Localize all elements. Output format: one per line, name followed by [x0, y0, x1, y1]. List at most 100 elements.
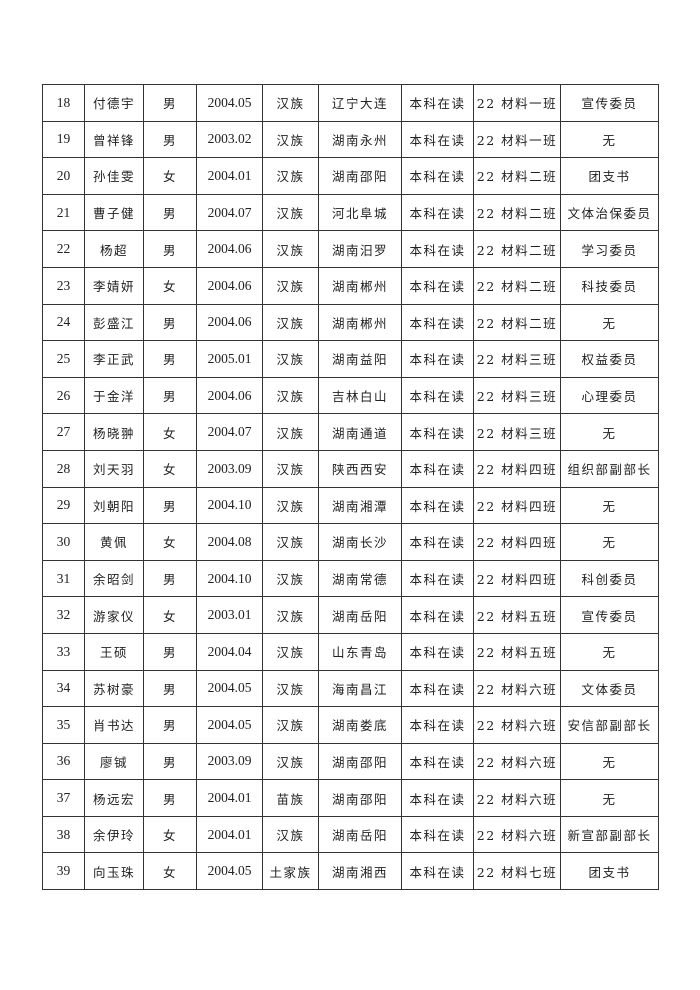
hometown-cell: 湖南益阳: [318, 340, 402, 378]
position-cell: 无: [560, 413, 659, 451]
class-name-cell: 22 材料二班: [473, 266, 561, 305]
birth-date-cell: 2004.05: [196, 84, 263, 122]
student-name-cell: 曾祥锋: [84, 120, 144, 159]
row-number-cell: 33: [42, 632, 85, 671]
hometown-cell: 山东青岛: [318, 632, 402, 671]
ethnicity-cell: 汉族: [262, 84, 319, 122]
ethnicity-cell: 汉族: [262, 559, 319, 598]
table-row: 19 曾祥锋男 2003.02 汉族 湖南永州 本科在读 22 材料一班无: [42, 120, 659, 159]
class-name-cell: 22 材料六班: [473, 779, 561, 817]
gender-cell: 女: [143, 449, 197, 488]
hometown-cell: 湖南岳阳: [318, 815, 402, 854]
table-row: 38 余伊玲女 2004.01 汉族 湖南岳阳 本科在读 22 材料六班 新宣部副部长: [42, 815, 659, 854]
student-name-cell: 黄佩: [84, 523, 144, 561]
education-status-cell: 本科在读: [401, 486, 474, 525]
education-status-cell: 本科在读: [401, 230, 474, 268]
birth-date-cell: 2003.02: [196, 120, 263, 159]
class-name-cell: 22 材料三班: [473, 340, 561, 378]
gender-cell: 男: [143, 84, 197, 122]
gender-cell: 男: [143, 340, 197, 378]
hometown-cell: 湖南永州: [318, 120, 402, 159]
class-name-cell: 22 材料五班: [473, 596, 561, 634]
table-row: 28 刘天羽女 2003.09 汉族 陕西西安 本科在读 22 材料四班 组织部副部长: [42, 449, 659, 488]
student-name-cell: 杨超: [84, 230, 144, 268]
hometown-cell: 湖南郴州: [318, 266, 402, 305]
position-cell: 无: [560, 120, 659, 159]
ethnicity-cell: 汉族: [262, 303, 319, 342]
table-row: 23 李婧妍女 2004.06 汉族 湖南郴州 本科在读 22 材料二班 科技委员: [42, 266, 659, 305]
table-row: 26 于金洋男 2004.06 汉族 吉林白山 本科在读 22 材料三班 心理委员: [42, 376, 659, 415]
position-cell: 科技委员: [560, 266, 659, 305]
row-number-cell: 28: [42, 449, 85, 488]
birth-date-cell: 2003.09: [196, 449, 263, 488]
row-number-cell: 38: [42, 815, 85, 854]
gender-cell: 女: [143, 523, 197, 561]
ethnicity-cell: 汉族: [262, 486, 319, 525]
birth-date-cell: 2004.04: [196, 632, 263, 671]
ethnicity-cell: 苗族: [262, 779, 319, 817]
gender-cell: 女: [143, 852, 197, 891]
birth-date-cell: 2004.05: [196, 852, 263, 891]
student-name-cell: 肖书达: [84, 706, 144, 744]
hometown-cell: 湖南岳阳: [318, 596, 402, 634]
position-cell: 无: [560, 486, 659, 525]
class-name-cell: 22 材料四班: [473, 523, 561, 561]
row-number-cell: 37: [42, 779, 85, 817]
education-status-cell: 本科在读: [401, 266, 474, 305]
position-cell: 心理委员: [560, 376, 659, 415]
hometown-cell: 吉林白山: [318, 376, 402, 415]
education-status-cell: 本科在读: [401, 596, 474, 634]
position-cell: 团支书: [560, 157, 659, 195]
education-status-cell: 本科在读: [401, 449, 474, 488]
education-status-cell: 本科在读: [401, 303, 474, 342]
birth-date-cell: 2004.07: [196, 193, 263, 232]
hometown-cell: 辽宁大连: [318, 84, 402, 122]
ethnicity-cell: 汉族: [262, 706, 319, 744]
ethnicity-cell: 汉族: [262, 376, 319, 415]
gender-cell: 男: [143, 230, 197, 268]
birth-date-cell: 2004.01: [196, 779, 263, 817]
birth-date-cell: 2004.01: [196, 815, 263, 854]
position-cell: 无: [560, 742, 659, 781]
ethnicity-cell: 汉族: [262, 157, 319, 195]
gender-cell: 女: [143, 413, 197, 451]
position-cell: 无: [560, 632, 659, 671]
gender-cell: 男: [143, 193, 197, 232]
table-row: 34 苏树豪男 2004.05 汉族 海南昌江 本科在读 22 材料六班 文体委员: [42, 669, 659, 708]
education-status-cell: 本科在读: [401, 742, 474, 781]
education-status-cell: 本科在读: [401, 779, 474, 817]
hometown-cell: 湖南郴州: [318, 303, 402, 342]
hometown-cell: 湖南邵阳: [318, 742, 402, 781]
class-name-cell: 22 材料四班: [473, 559, 561, 598]
student-name-cell: 于金洋: [84, 376, 144, 415]
ethnicity-cell: 汉族: [262, 120, 319, 159]
position-cell: 新宣部副部长: [560, 815, 659, 854]
position-cell: 权益委员: [560, 340, 659, 378]
table-row: 22 杨超男 2004.06 汉族 湖南汨罗 本科在读 22 材料二班 学习委员: [42, 230, 659, 268]
education-status-cell: 本科在读: [401, 376, 474, 415]
student-name-cell: 余伊玲: [84, 815, 144, 854]
row-number-cell: 20: [42, 157, 85, 195]
row-number-cell: 31: [42, 559, 85, 598]
student-name-cell: 廖铖: [84, 742, 144, 781]
education-status-cell: 本科在读: [401, 852, 474, 891]
table-row: 30 黄佩女 2004.08 汉族 湖南长沙 本科在读 22 材料四班无: [42, 523, 659, 561]
table-body: 18 付德宇男 2004.05 汉族 辽宁大连 本科在读 22 材料一班 宣传委员 19 曾祥锋男…: [42, 84, 659, 891]
education-status-cell: 本科在读: [401, 413, 474, 451]
table-row: 33 王硕男 2004.04 汉族 山东青岛 本科在读 22 材料五班无: [42, 632, 659, 671]
table-row: 24 彭盛江男 2004.06 汉族 湖南郴州 本科在读 22 材料二班无: [42, 303, 659, 342]
class-name-cell: 22 材料二班: [473, 230, 561, 268]
gender-cell: 男: [143, 559, 197, 598]
class-name-cell: 22 材料四班: [473, 486, 561, 525]
birth-date-cell: 2004.08: [196, 523, 263, 561]
hometown-cell: 湖南湘潭: [318, 486, 402, 525]
row-number-cell: 34: [42, 669, 85, 708]
position-cell: 科创委员: [560, 559, 659, 598]
birth-date-cell: 2004.10: [196, 559, 263, 598]
hometown-cell: 湖南汨罗: [318, 230, 402, 268]
table-row: 36 廖铖男 2003.09 汉族 湖南邵阳 本科在读 22 材料六班无: [42, 742, 659, 781]
hometown-cell: 湖南邵阳: [318, 157, 402, 195]
birth-date-cell: 2004.06: [196, 303, 263, 342]
birth-date-cell: 2004.06: [196, 230, 263, 268]
birth-date-cell: 2003.09: [196, 742, 263, 781]
